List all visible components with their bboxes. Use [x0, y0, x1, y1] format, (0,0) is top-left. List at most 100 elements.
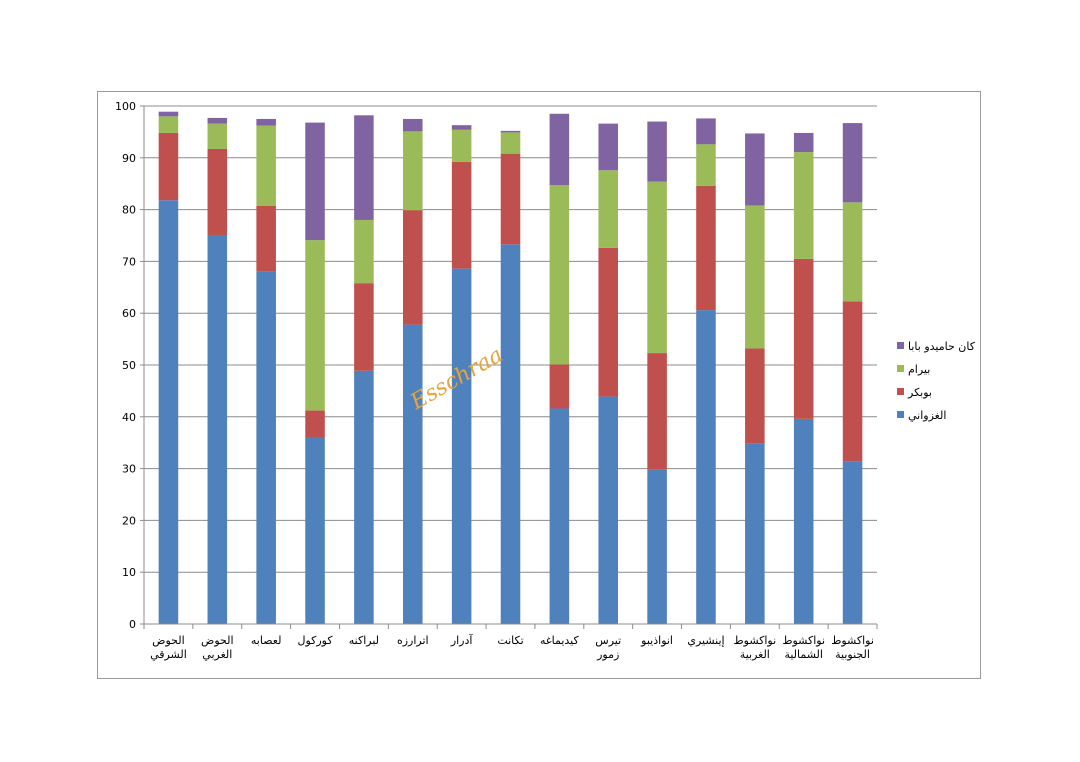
x-category-label: لبراكنه — [349, 634, 379, 647]
x-category-label: الشمالية — [784, 648, 823, 661]
bar-segment-series-1-cat-12 — [745, 348, 765, 444]
bar-segment-series-3-cat-4 — [354, 115, 374, 220]
legend-entry-label: كان حاميدو بابا — [908, 340, 976, 353]
x-category-label: الغربي — [202, 648, 232, 661]
legend-swatch — [897, 411, 904, 418]
x-category-label: كيديماغه — [540, 634, 580, 647]
y-tick-label: 100 — [115, 100, 136, 113]
x-category-label: نواكشوط — [782, 634, 825, 647]
x-category-label: الشرقي — [150, 648, 187, 661]
bar-segment-series-1-cat-5 — [402, 210, 423, 325]
bar-segment-series-2-cat-3 — [305, 240, 325, 411]
x-category-label: إينشيري — [687, 634, 724, 647]
x-category-label: نواكشوط — [733, 634, 776, 647]
y-tick-label: 20 — [122, 514, 136, 527]
x-category-label: اترارزه — [397, 634, 429, 647]
bar-segment-series-2-cat-12 — [745, 205, 765, 349]
bar-segment-series-2-cat-14 — [842, 202, 863, 302]
bar-segment-series-0-cat-6 — [451, 268, 472, 624]
bar-segment-series-0-cat-8 — [549, 408, 570, 624]
x-category-label: زمور — [596, 648, 619, 661]
bar-segment-series-2-cat-8 — [549, 185, 570, 365]
legend-swatch — [897, 365, 904, 372]
bar-segment-series-0-cat-7 — [500, 244, 521, 624]
bar-segment-series-0-cat-2 — [256, 271, 276, 624]
bar-segment-series-3-cat-1 — [207, 117, 228, 124]
bar-segment-series-2-cat-5 — [402, 131, 423, 211]
bar-segment-series-0-cat-14 — [842, 461, 863, 624]
y-tick-label: 30 — [122, 463, 136, 476]
bar-segment-series-0-cat-1 — [207, 234, 228, 624]
y-tick-label: 0 — [129, 618, 136, 631]
bar-segment-series-1-cat-2 — [256, 205, 276, 272]
legend-swatch — [897, 342, 904, 349]
bar-segment-series-0-cat-5 — [402, 324, 423, 624]
bar-segment-series-0-cat-4 — [354, 370, 374, 624]
x-category-label: نواكشوط — [831, 634, 874, 647]
bar-segment-series-3-cat-11 — [696, 118, 716, 145]
chart-frame: 0 10 20 30 40 50 60 70 80 90 100 الحوض الشرقي الحوض ال… — [97, 91, 981, 679]
bar-segment-series-3-cat-8 — [549, 113, 570, 186]
bar-segment-series-1-cat-9 — [598, 247, 619, 397]
bar-segment-series-2-cat-13 — [793, 152, 814, 259]
legend-swatch — [897, 388, 904, 395]
bar-segment-series-3-cat-14 — [842, 123, 863, 203]
bar-segment-series-2-cat-6 — [451, 129, 472, 162]
bar-segment-series-1-cat-11 — [696, 185, 716, 311]
bar-segment-series-1-cat-1 — [207, 148, 228, 235]
bar-segment-series-1-cat-14 — [842, 301, 863, 462]
x-category-label: لعصابه — [251, 634, 282, 647]
y-tick-label: 50 — [122, 359, 136, 372]
x-category-label: انواذيبو — [640, 634, 673, 647]
y-tick-label: 60 — [122, 307, 136, 320]
x-category-label: كوركول — [297, 634, 333, 647]
y-tick-label: 70 — [122, 255, 136, 268]
bar-segment-series-0-cat-13 — [793, 418, 814, 624]
bar-segment-series-1-cat-10 — [647, 353, 667, 470]
bar-segment-series-3-cat-2 — [256, 118, 276, 126]
bar-segment-series-3-cat-5 — [402, 118, 423, 132]
legend-entry-label: بوبكر — [907, 386, 932, 399]
bar-segment-series-1-cat-8 — [549, 364, 570, 409]
bar-segment-series-0-cat-9 — [598, 396, 619, 624]
bar-segment-series-1-cat-3 — [305, 410, 325, 438]
bar-segment-series-1-cat-6 — [451, 161, 472, 269]
bar-segment-series-3-cat-12 — [745, 133, 765, 206]
x-category-label: الحوض — [152, 634, 185, 647]
bar-segment-series-1-cat-0 — [158, 132, 179, 201]
bar-segment-series-2-cat-7 — [500, 132, 521, 154]
bar-segment-series-3-cat-9 — [598, 123, 619, 171]
x-category-label: تيرس — [595, 634, 621, 647]
legend-entry-label: الغزواني — [908, 409, 946, 422]
x-category-label: الجنوبية — [835, 648, 870, 661]
bar-segment-series-3-cat-7 — [500, 130, 521, 133]
bar-segment-series-2-cat-10 — [647, 181, 667, 354]
y-tick-label: 90 — [122, 152, 136, 165]
bar-segment-series-3-cat-13 — [793, 132, 814, 153]
y-tick-label: 10 — [122, 566, 136, 579]
bar-segment-series-1-cat-13 — [793, 258, 814, 419]
stacked-bar-chart: 0102030405060708090100الحوضالشرقيالحوضال… — [115, 100, 976, 661]
bar-segment-series-2-cat-0 — [158, 116, 179, 133]
bar-segment-series-0-cat-12 — [745, 443, 765, 624]
bar-segment-series-2-cat-4 — [354, 219, 374, 284]
legend-entry-label: بيرام — [908, 363, 930, 376]
bars — [158, 111, 863, 624]
bar-segment-series-1-cat-4 — [354, 283, 374, 371]
y-tick-label: 80 — [122, 204, 136, 217]
bar-segment-series-3-cat-3 — [305, 122, 325, 241]
bar-segment-series-2-cat-1 — [207, 123, 228, 149]
bar-segment-series-2-cat-11 — [696, 144, 716, 186]
bar-segment-series-2-cat-2 — [256, 125, 276, 206]
bar-segment-series-2-cat-9 — [598, 170, 619, 248]
x-category-label: تكانت — [497, 634, 523, 647]
bar-segment-series-0-cat-0 — [158, 200, 179, 624]
bar-segment-series-0-cat-11 — [696, 310, 716, 624]
bar-segment-series-0-cat-10 — [647, 469, 667, 624]
x-category-label: الغربية — [740, 648, 770, 661]
legend: كان حاميدو بابا بيرام بوبكر الغزواني — [897, 340, 976, 422]
x-category-label: الحوض — [201, 634, 234, 647]
bar-segment-series-3-cat-0 — [158, 111, 179, 117]
bar-segment-series-3-cat-10 — [647, 121, 667, 182]
bar-segment-series-0-cat-3 — [305, 437, 325, 624]
